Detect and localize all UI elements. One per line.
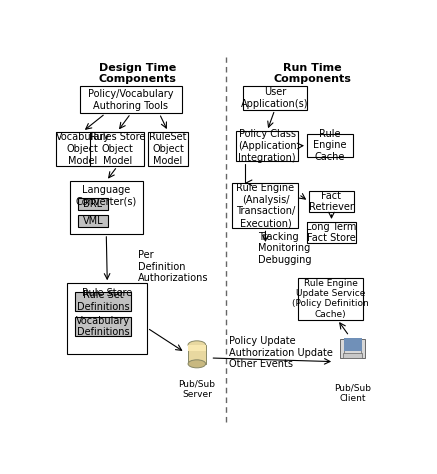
- FancyBboxPatch shape: [350, 346, 355, 351]
- Text: Long Term
Fact Store: Long Term Fact Store: [306, 222, 357, 243]
- Text: Policy Class
(Application
Integration): Policy Class (Application Integration): [238, 129, 296, 163]
- FancyBboxPatch shape: [78, 198, 108, 210]
- FancyBboxPatch shape: [298, 278, 363, 319]
- Text: Rule Engine
(Analysis/
Transaction/
Execution): Rule Engine (Analysis/ Transaction/ Exec…: [236, 183, 295, 228]
- FancyBboxPatch shape: [148, 132, 188, 166]
- Text: RuleSet
Object
Model: RuleSet Object Model: [149, 132, 187, 165]
- FancyBboxPatch shape: [340, 339, 365, 358]
- Text: Rules Store
Object
Model: Rules Store Object Model: [90, 132, 145, 165]
- Text: Fact
Retriever: Fact Retriever: [309, 191, 354, 212]
- FancyBboxPatch shape: [307, 222, 356, 243]
- FancyBboxPatch shape: [78, 215, 108, 228]
- FancyBboxPatch shape: [343, 353, 362, 358]
- FancyBboxPatch shape: [232, 183, 298, 228]
- FancyBboxPatch shape: [344, 350, 361, 354]
- Text: Language
Converter(s): Language Converter(s): [76, 185, 137, 207]
- Text: Rule Store: Rule Store: [82, 288, 132, 298]
- Text: User
Application(s): User Application(s): [241, 87, 309, 109]
- Text: BRL: BRL: [83, 199, 102, 209]
- Text: Vocabulary
Definitions: Vocabulary Definitions: [76, 316, 130, 337]
- Text: Tracking
Monitoring
Debugging: Tracking Monitoring Debugging: [258, 232, 311, 265]
- Text: Design Time
Components: Design Time Components: [99, 63, 177, 84]
- Text: Rule Set
Definitions: Rule Set Definitions: [76, 290, 129, 312]
- Text: Policy Update
Authorization Update
Other Events: Policy Update Authorization Update Other…: [229, 336, 333, 369]
- Text: Rule
Engine
Cache: Rule Engine Cache: [313, 129, 347, 162]
- FancyBboxPatch shape: [188, 345, 206, 364]
- FancyBboxPatch shape: [307, 134, 353, 157]
- FancyBboxPatch shape: [309, 191, 354, 212]
- Text: Per
Definition
Authorizations: Per Definition Authorizations: [138, 250, 208, 283]
- Text: Run Time
Components: Run Time Components: [273, 63, 351, 84]
- Ellipse shape: [188, 341, 206, 349]
- Text: Pub/Sub
Client: Pub/Sub Client: [334, 383, 371, 403]
- FancyBboxPatch shape: [343, 338, 362, 351]
- FancyBboxPatch shape: [243, 86, 307, 110]
- Text: Vocabulary
Object
Model: Vocabulary Object Model: [55, 132, 110, 165]
- Text: Policy/Vocabulary
Authoring Tools: Policy/Vocabulary Authoring Tools: [88, 89, 173, 110]
- FancyBboxPatch shape: [236, 131, 298, 161]
- FancyBboxPatch shape: [70, 181, 142, 234]
- FancyBboxPatch shape: [75, 292, 131, 310]
- Ellipse shape: [188, 360, 206, 368]
- FancyBboxPatch shape: [56, 132, 109, 166]
- Text: Pub/Sub
Server: Pub/Sub Server: [178, 380, 215, 399]
- FancyBboxPatch shape: [75, 317, 131, 336]
- Text: Rule Engine
Update Service
(Policy Definition
Cache): Rule Engine Update Service (Policy Defin…: [292, 279, 369, 319]
- FancyBboxPatch shape: [80, 86, 182, 113]
- FancyBboxPatch shape: [188, 345, 206, 351]
- Text: VML: VML: [83, 216, 103, 226]
- FancyBboxPatch shape: [90, 132, 144, 166]
- FancyBboxPatch shape: [67, 283, 147, 355]
